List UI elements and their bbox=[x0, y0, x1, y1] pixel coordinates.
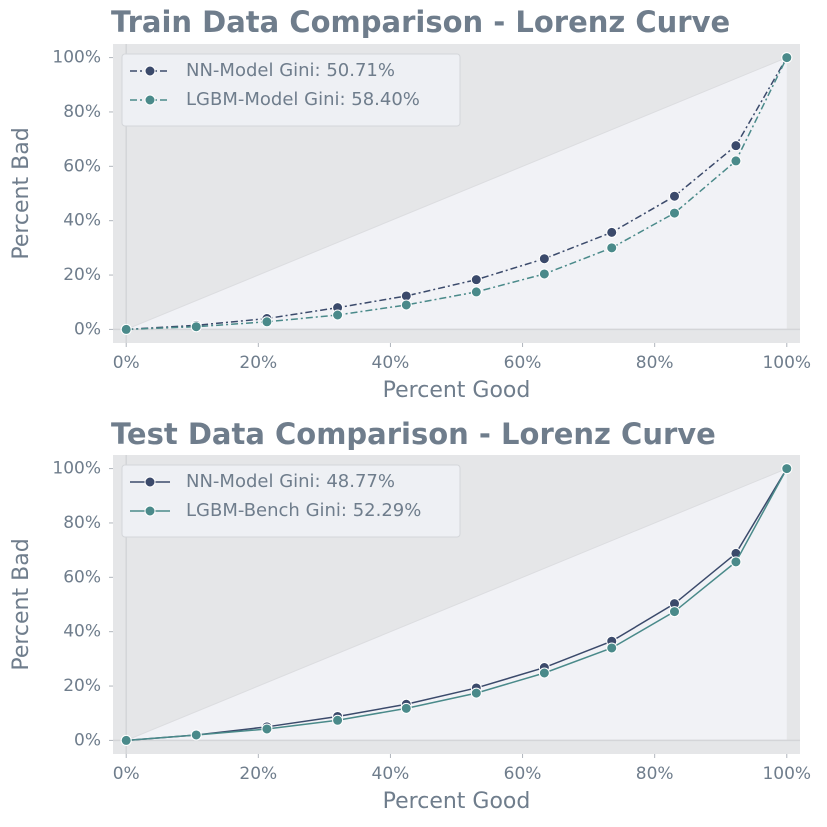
legend-box bbox=[121, 464, 461, 538]
point bbox=[120, 734, 132, 746]
y-tick-label: 0% bbox=[74, 730, 101, 750]
x-tick-label: 40% bbox=[372, 353, 410, 373]
point bbox=[120, 323, 132, 335]
point bbox=[538, 667, 550, 679]
point bbox=[470, 687, 482, 699]
legend-label: NN-Model Gini: 48.77% bbox=[186, 471, 395, 492]
point bbox=[668, 606, 680, 618]
diagonal bbox=[126, 57, 787, 330]
chart-title: Train Data Comparison - Lorenz Curve bbox=[111, 5, 730, 39]
y-tick-label: 60% bbox=[63, 156, 101, 176]
point bbox=[538, 268, 550, 280]
y-axis-label: Percent Bad bbox=[9, 538, 34, 670]
x-tick-label: 80% bbox=[636, 353, 674, 373]
point bbox=[190, 321, 202, 333]
point bbox=[730, 155, 742, 167]
point bbox=[190, 729, 202, 741]
point bbox=[332, 714, 344, 726]
point bbox=[606, 242, 618, 254]
x-tick-label: 60% bbox=[504, 764, 542, 784]
legend-marker bbox=[144, 65, 156, 77]
point bbox=[730, 556, 742, 568]
point bbox=[781, 52, 793, 64]
point bbox=[668, 190, 680, 202]
y-tick-label: 100% bbox=[52, 48, 101, 68]
chart-title: Test Data Comparison - Lorenz Curve bbox=[111, 417, 716, 451]
y-axis-label: Percent Bad bbox=[9, 127, 34, 259]
legend-marker bbox=[144, 94, 156, 106]
x-tick-label: 20% bbox=[239, 764, 277, 784]
x-axis-label: Percent Good bbox=[383, 378, 531, 403]
x-tick-label: 100% bbox=[762, 764, 811, 784]
y-tick-label: 40% bbox=[63, 622, 101, 642]
legend-marker bbox=[144, 476, 156, 488]
series-line bbox=[126, 57, 788, 331]
point bbox=[332, 309, 344, 321]
x-axis-label: Percent Good bbox=[383, 789, 531, 814]
point bbox=[400, 702, 412, 714]
legend-label: NN-Model Gini: 50.71% bbox=[186, 60, 395, 81]
x-tick-label: 40% bbox=[372, 764, 410, 784]
point bbox=[538, 253, 550, 265]
x-tick-label: 100% bbox=[762, 353, 811, 373]
point bbox=[730, 140, 742, 152]
x-tick-label: 60% bbox=[504, 353, 542, 373]
point bbox=[668, 207, 680, 219]
y-tick-label: 80% bbox=[63, 513, 101, 533]
x-tick-label: 0% bbox=[113, 764, 140, 784]
y-tick-label: 60% bbox=[63, 567, 101, 587]
diagonal bbox=[126, 468, 787, 741]
point bbox=[470, 286, 482, 298]
point bbox=[261, 723, 273, 735]
y-tick-label: 20% bbox=[63, 265, 101, 285]
point bbox=[470, 274, 482, 286]
point bbox=[261, 316, 273, 328]
legend-marker bbox=[144, 505, 156, 517]
point bbox=[400, 299, 412, 311]
point bbox=[781, 463, 793, 475]
legend-label: LGBM-Bench Gini: 52.29% bbox=[186, 500, 421, 521]
point bbox=[606, 226, 618, 238]
legend-label: LGBM-Model Gini: 58.40% bbox=[186, 89, 420, 110]
point bbox=[606, 642, 618, 654]
y-tick-label: 20% bbox=[63, 676, 101, 696]
y-tick-label: 40% bbox=[63, 211, 101, 231]
x-tick-label: 20% bbox=[239, 353, 277, 373]
y-tick-label: 100% bbox=[52, 459, 101, 479]
legend-box bbox=[121, 53, 461, 127]
x-tick-label: 80% bbox=[636, 764, 674, 784]
y-tick-label: 80% bbox=[63, 102, 101, 122]
x-tick-label: 0% bbox=[113, 353, 140, 373]
y-tick-label: 0% bbox=[74, 319, 101, 339]
